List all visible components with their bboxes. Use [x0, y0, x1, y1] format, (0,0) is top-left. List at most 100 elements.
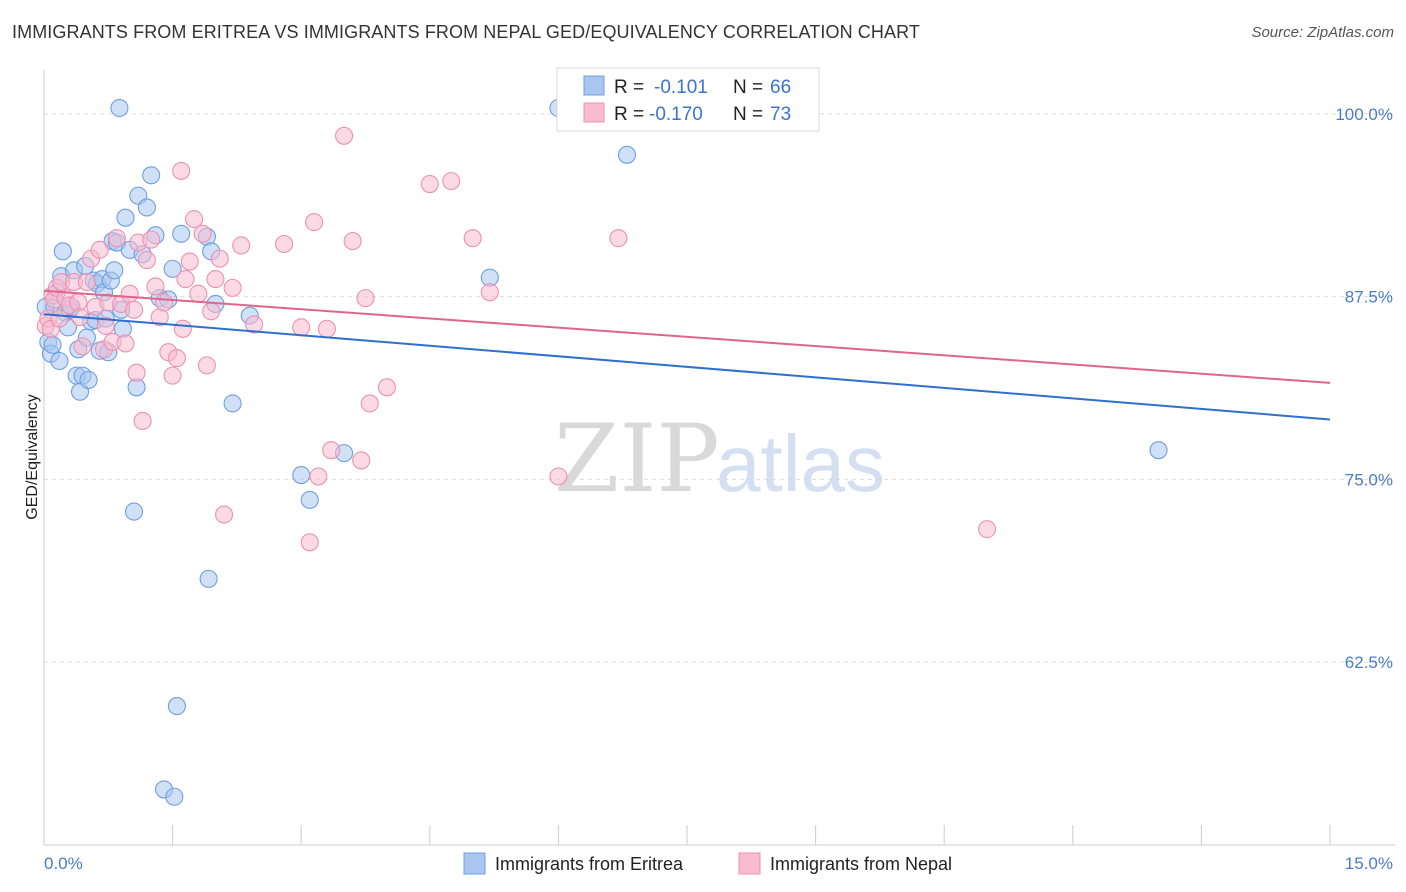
point-nepal	[549, 467, 568, 486]
y-tick-label: 87.5%	[1345, 288, 1393, 307]
legend-swatch-eritrea	[583, 75, 605, 96]
point-eritrea	[167, 697, 186, 716]
point-eritrea	[53, 242, 72, 261]
point-nepal	[77, 272, 96, 292]
point-nepal	[124, 300, 144, 319]
point-nepal	[420, 175, 439, 194]
point-nepal	[73, 337, 92, 356]
point-nepal	[244, 315, 264, 334]
point-eritrea	[165, 787, 184, 806]
point-eritrea	[172, 224, 191, 243]
point-eritrea	[142, 166, 161, 185]
point-eritrea	[1149, 441, 1168, 460]
point-nepal	[173, 319, 192, 338]
point-nepal	[184, 210, 204, 229]
point-nepal	[193, 224, 212, 243]
watermark: ZIP atlas	[554, 405, 885, 514]
axes	[43, 70, 1395, 846]
point-nepal	[309, 467, 328, 486]
point-nepal	[335, 126, 354, 145]
legend-r-label-eritrea: R =	[614, 77, 644, 98]
point-nepal	[223, 278, 242, 297]
point-nepal	[163, 366, 182, 385]
chart-title: IMMIGRANTS FROM ERITREA VS IMMIGRANTS FR…	[12, 22, 920, 42]
point-eritrea	[79, 370, 98, 390]
trend-line-eritrea	[43, 313, 1331, 421]
legend-n-value-eritrea: 66	[770, 77, 791, 98]
legend-n-label-eritrea: N =	[733, 77, 763, 98]
point-nepal	[96, 316, 115, 335]
point-nepal	[317, 319, 336, 338]
x-tick-label: 15.0%	[1345, 854, 1393, 873]
point-eritrea	[199, 569, 218, 588]
point-nepal	[300, 533, 319, 552]
point-nepal	[197, 356, 216, 375]
point-nepal	[214, 505, 234, 524]
point-eritrea	[163, 259, 182, 278]
point-nepal	[305, 213, 324, 232]
point-nepal	[142, 230, 161, 249]
legend-r-value-eritrea: -0.101	[654, 77, 708, 98]
point-nepal	[202, 302, 221, 321]
trend-line-nepal	[43, 289, 1331, 384]
y-tick-label: 62.5%	[1345, 653, 1393, 672]
grid-lines	[44, 113, 1395, 663]
bottom-legend-label-eritrea: Immigrants from Eritrea	[495, 854, 684, 874]
point-nepal	[356, 289, 375, 308]
y-tick-label: 75.0%	[1345, 470, 1393, 489]
bottom-legend-swatch-eritrea	[463, 852, 486, 875]
point-nepal	[275, 234, 294, 254]
point-nepal	[377, 378, 396, 397]
legend-r-label-nepal: R =	[614, 104, 644, 125]
watermark-atlas: atlas	[716, 419, 885, 508]
point-nepal	[189, 284, 208, 303]
legend-swatch-nepal	[583, 102, 605, 123]
point-nepal	[167, 349, 186, 368]
bottom-legend-swatch-nepal	[738, 852, 761, 875]
point-eritrea	[110, 98, 129, 118]
legend-r-value-nepal: -0.170	[649, 104, 703, 125]
point-nepal	[292, 318, 311, 337]
y-axis-title: GED/Equivalency	[24, 394, 41, 519]
top-legend: R = -0.101 N = 66 R = -0.170 N = 73	[556, 67, 820, 132]
point-nepal	[322, 441, 341, 460]
point-eritrea	[617, 145, 637, 164]
source-label: Source: ZipAtlas.com	[1251, 24, 1394, 41]
point-nepal	[133, 411, 152, 430]
point-eritrea	[223, 394, 242, 413]
point-eritrea	[300, 490, 319, 509]
point-nepal	[442, 172, 461, 191]
point-eritrea	[137, 198, 156, 217]
bottom-legend: Immigrants from Eritrea Immigrants from …	[463, 852, 952, 875]
point-nepal	[978, 520, 997, 539]
legend-n-label-nepal: N =	[733, 104, 763, 125]
point-nepal	[463, 229, 482, 248]
point-nepal	[137, 251, 156, 270]
point-nepal	[352, 451, 371, 470]
point-eritrea	[292, 465, 311, 485]
point-nepal	[232, 236, 251, 255]
point-nepal	[127, 363, 146, 382]
point-nepal	[172, 161, 191, 180]
point-eritrea	[43, 335, 62, 354]
legend-n-value-nepal: 73	[770, 104, 791, 125]
x-tick-label: 0.0%	[44, 854, 83, 873]
y-tick-label: 100.0%	[1335, 105, 1393, 124]
point-nepal	[116, 334, 135, 353]
point-eritrea	[50, 351, 69, 371]
point-nepal	[154, 293, 174, 312]
tick-labels: 100.0% 87.5% 75.0% 62.5% 0.0% 15.0%	[44, 105, 1393, 873]
point-nepal	[180, 252, 199, 271]
point-nepal	[343, 232, 362, 251]
point-nepal	[206, 270, 225, 289]
bottom-legend-label-nepal: Immigrants from Nepal	[770, 854, 952, 874]
point-eritrea	[124, 502, 144, 521]
point-nepal	[480, 283, 499, 302]
point-nepal	[210, 249, 229, 268]
point-eritrea	[116, 208, 135, 227]
point-nepal	[146, 277, 165, 296]
trend-lines	[43, 289, 1331, 421]
watermark-zip: ZIP	[554, 405, 720, 514]
point-nepal	[609, 229, 628, 248]
